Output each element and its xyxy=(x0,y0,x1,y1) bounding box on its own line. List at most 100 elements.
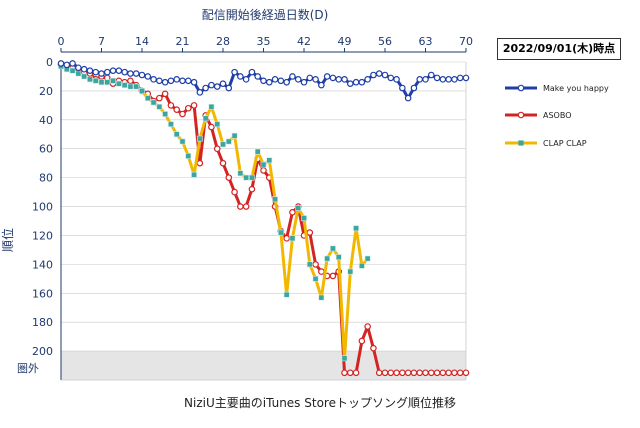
y-tick-label: 200 xyxy=(32,345,53,358)
x-tick-label: 56 xyxy=(378,35,392,48)
point-asobo xyxy=(179,110,186,118)
point-make-you-happy xyxy=(219,80,227,87)
point-asobo xyxy=(196,159,204,167)
point-clap-clap xyxy=(277,229,284,236)
point-make-you-happy xyxy=(69,60,76,67)
point-asobo xyxy=(364,323,371,330)
point-asobo xyxy=(352,369,360,377)
point-make-you-happy xyxy=(387,74,395,82)
x-tick-label: 14 xyxy=(135,35,149,48)
point-make-you-happy xyxy=(283,78,290,86)
x-tick-label: 7 xyxy=(98,35,105,48)
point-make-you-happy xyxy=(92,68,100,76)
point-clap-clap xyxy=(104,79,111,86)
point-clap-clap xyxy=(335,254,342,261)
y-tick-label: 60 xyxy=(39,143,53,156)
point-clap-clap xyxy=(266,157,273,164)
point-asobo xyxy=(225,174,233,181)
point-make-you-happy xyxy=(445,76,452,83)
point-make-you-happy xyxy=(138,71,146,79)
y-tick-label: 20 xyxy=(39,85,53,98)
y-axis-title: 順位 xyxy=(0,228,15,252)
point-asobo xyxy=(190,102,198,109)
point-asobo xyxy=(427,369,435,377)
point-make-you-happy xyxy=(410,84,418,92)
point-make-you-happy xyxy=(161,78,169,86)
point-make-you-happy xyxy=(156,77,163,85)
point-make-you-happy xyxy=(416,76,424,83)
point-make-you-happy xyxy=(179,77,186,85)
point-clap-clap xyxy=(225,138,232,145)
point-asobo xyxy=(312,261,319,268)
point-make-you-happy xyxy=(399,84,406,92)
point-asobo xyxy=(329,272,337,280)
point-make-you-happy xyxy=(422,76,429,83)
point-make-you-happy xyxy=(335,76,343,83)
point-clap-clap xyxy=(237,170,244,177)
point-make-you-happy xyxy=(456,74,464,82)
point-make-you-happy xyxy=(121,68,128,76)
point-clap-clap xyxy=(347,268,354,275)
legend-label-asobo: ASOBO xyxy=(543,111,572,120)
point-clap-clap xyxy=(144,95,151,102)
point-make-you-happy xyxy=(294,76,302,83)
out-of-chart-band xyxy=(61,351,466,380)
y-tick-label: 80 xyxy=(39,172,53,185)
point-asobo xyxy=(289,209,296,216)
point-asobo xyxy=(237,203,244,210)
point-clap-clap xyxy=(318,294,325,301)
point-clap-clap xyxy=(353,225,359,232)
point-make-you-happy xyxy=(86,67,94,74)
point-clap-clap xyxy=(208,103,215,110)
point-asobo xyxy=(456,369,464,377)
point-clap-clap xyxy=(243,174,250,181)
point-make-you-happy xyxy=(57,60,65,67)
x-tick-label: 70 xyxy=(459,35,473,48)
point-clap-clap xyxy=(156,103,163,110)
point-clap-clap xyxy=(254,148,261,155)
point-make-you-happy xyxy=(260,77,267,85)
y-out-label: 圏外 xyxy=(17,362,39,375)
point-asobo xyxy=(318,268,325,275)
x-tick-label: 42 xyxy=(297,35,311,48)
y-tick-label: 100 xyxy=(32,201,53,214)
point-asobo xyxy=(346,369,354,377)
point-asobo xyxy=(410,369,418,377)
point-asobo xyxy=(422,369,429,377)
point-clap-clap xyxy=(98,79,105,86)
point-make-you-happy xyxy=(312,76,319,83)
point-make-you-happy xyxy=(115,67,123,74)
point-make-you-happy xyxy=(208,81,215,89)
point-make-you-happy xyxy=(109,67,117,74)
point-clap-clap xyxy=(196,135,203,142)
point-make-you-happy xyxy=(364,76,371,83)
point-clap-clap xyxy=(69,67,76,74)
point-asobo xyxy=(358,337,366,345)
point-clap-clap xyxy=(139,88,145,94)
point-asobo xyxy=(370,344,377,352)
point-clap-clap xyxy=(231,132,238,139)
point-asobo xyxy=(451,369,458,377)
x-tick-label: 63 xyxy=(419,35,433,48)
point-make-you-happy xyxy=(63,61,71,69)
point-clap-clap xyxy=(306,261,313,268)
legend-group: Make you happy ASOBO CLAP CLAP xyxy=(505,84,609,148)
series-group xyxy=(57,60,470,377)
point-make-you-happy xyxy=(370,71,377,79)
point-make-you-happy xyxy=(329,74,337,82)
point-make-you-happy xyxy=(404,94,412,102)
point-clap-clap xyxy=(220,141,226,148)
point-clap-clap xyxy=(295,205,302,211)
point-asobo xyxy=(416,369,424,377)
legend-label-clap-clap: CLAP CLAP xyxy=(543,139,587,148)
point-asobo xyxy=(213,145,221,153)
point-clap-clap xyxy=(283,291,290,298)
point-asobo xyxy=(433,369,441,377)
y-tick-label: 120 xyxy=(32,229,53,242)
point-asobo xyxy=(127,77,134,85)
point-clap-clap xyxy=(168,121,174,128)
point-asobo xyxy=(208,123,215,131)
point-clap-clap xyxy=(115,80,122,87)
point-asobo xyxy=(173,106,181,114)
point-clap-clap xyxy=(179,138,186,145)
